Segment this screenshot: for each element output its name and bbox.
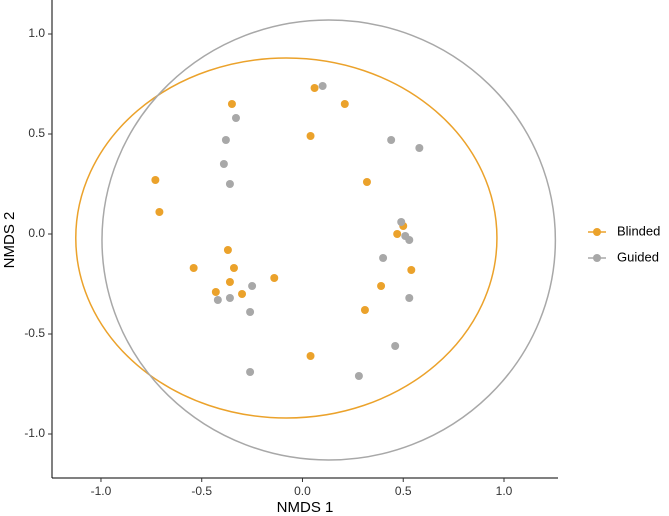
y-tick-label: 1.0 — [28, 26, 45, 40]
point — [391, 342, 400, 350]
point — [248, 282, 257, 290]
point — [405, 236, 414, 244]
legend-marker — [593, 228, 601, 236]
point — [238, 290, 247, 298]
point — [377, 282, 386, 290]
y-tick-label: -1.0 — [24, 426, 45, 440]
point — [211, 288, 220, 296]
point — [354, 372, 363, 380]
point — [246, 308, 255, 316]
point — [155, 208, 164, 216]
point — [306, 132, 315, 140]
legend-label: Blinded — [617, 223, 660, 238]
x-tick-label: -1.0 — [91, 484, 112, 498]
x-tick-label: 0.5 — [395, 484, 412, 498]
y-tick-label: -0.5 — [24, 326, 45, 340]
x-axis-title: NMDS 1 — [277, 499, 334, 516]
point — [225, 294, 234, 302]
point — [270, 274, 279, 282]
point — [189, 264, 198, 272]
point — [318, 82, 327, 90]
ellipse — [101, 19, 557, 461]
point — [306, 352, 315, 360]
legend-marker — [593, 254, 601, 262]
x-tick-label: 0.0 — [294, 484, 311, 498]
point — [415, 144, 424, 152]
point — [340, 100, 349, 108]
point — [225, 180, 234, 188]
point — [393, 230, 402, 238]
y-tick-label: 0.5 — [28, 126, 45, 140]
point — [223, 246, 232, 254]
point — [407, 266, 416, 274]
point — [225, 278, 234, 286]
point — [397, 218, 406, 226]
ellipse — [75, 57, 498, 419]
point — [360, 306, 369, 314]
point — [213, 296, 222, 304]
point — [405, 294, 414, 302]
point — [379, 254, 388, 262]
point — [362, 178, 371, 186]
point — [387, 136, 396, 144]
x-tick-label: 1.0 — [496, 484, 513, 498]
point — [221, 136, 230, 144]
y-axis-title: NMDS 2 — [1, 212, 18, 269]
point — [246, 368, 255, 376]
x-tick-label: -0.5 — [191, 484, 212, 498]
y-tick-label: 0.0 — [28, 226, 45, 240]
point — [219, 160, 228, 168]
point — [231, 114, 240, 122]
point — [151, 176, 160, 184]
point — [227, 100, 236, 108]
legend-label: Guided — [617, 249, 659, 264]
point — [310, 84, 319, 92]
point — [229, 264, 238, 272]
